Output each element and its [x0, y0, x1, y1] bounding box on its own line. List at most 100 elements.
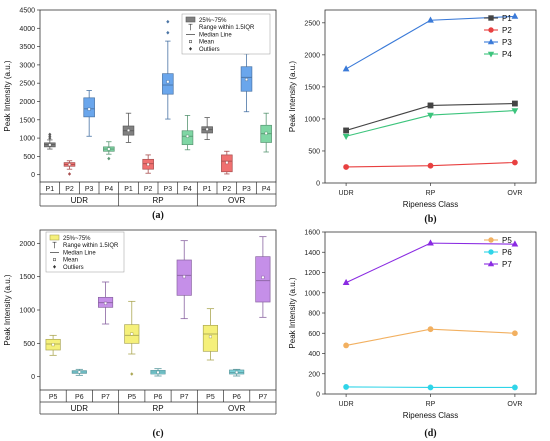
category-label: P5: [127, 394, 136, 401]
outlier-point: [130, 372, 134, 376]
x-tick-label: OVR: [507, 401, 522, 408]
y-axis-label: Peak Intensity (a.u.): [3, 274, 12, 345]
y-tick-label: 400: [308, 351, 320, 358]
x-tick-label: RP: [426, 401, 436, 408]
data-point-P5: [512, 330, 518, 337]
y-tick-label: 1600: [304, 230, 320, 237]
y-tick-label: 500: [23, 154, 35, 161]
legend-swatch-box: [49, 234, 60, 241]
outlier-point: [166, 19, 170, 24]
category-label: P5: [206, 394, 215, 401]
legend-label: P7: [502, 260, 512, 269]
legend-marker: [488, 15, 494, 21]
data-point-P1: [427, 102, 434, 109]
data-point-P5: [427, 326, 434, 333]
legend-swatch-box: [185, 16, 196, 23]
mean-marker: [185, 134, 190, 138]
box-OVR-P7: [255, 256, 271, 303]
group-label: UDR: [71, 196, 89, 205]
data-point-P3: [342, 65, 350, 72]
legend-label: Median Line: [63, 250, 96, 256]
legend-label: P1: [502, 14, 512, 23]
outlier-point: [48, 132, 52, 137]
y-tick-label: 1000: [19, 136, 35, 143]
y-tick-label: 800: [308, 311, 320, 318]
legend-label: Range within 1.5IQR: [63, 243, 119, 249]
mean-marker: [261, 275, 265, 279]
data-point-P5: [343, 342, 349, 349]
outlier-point: [166, 30, 170, 35]
y-tick-label: 2500: [19, 81, 35, 88]
mean-marker: [264, 131, 268, 135]
group-label: UDR: [71, 404, 89, 413]
data-point-P4: [511, 108, 519, 115]
legend-swatch-outlier: [189, 47, 192, 51]
x-tick-label: RP: [426, 190, 436, 197]
y-tick-label: 0: [31, 172, 35, 179]
legend-swatch-outlier: [53, 265, 56, 269]
legend-label: P4: [502, 50, 512, 59]
category-label: P7: [259, 394, 268, 401]
y-tick-label: 1500: [19, 117, 35, 124]
category-label: P6: [232, 394, 241, 401]
y-tick-label: 2000: [19, 99, 35, 106]
mean-marker: [107, 147, 111, 151]
data-point-P7: [511, 240, 519, 247]
legend-marker: [487, 260, 495, 267]
y-tick-label: 1500: [304, 84, 320, 91]
group-label: RP: [152, 404, 163, 413]
data-point-P2: [427, 162, 434, 169]
x-tick-label: OVR: [507, 190, 522, 197]
data-point-P1: [511, 100, 518, 107]
legend-swatch-mean: [53, 258, 56, 262]
category-label: P6: [154, 394, 163, 401]
category-label: P2: [65, 186, 74, 193]
category-label: P5: [49, 394, 58, 401]
box-RP-P3: [162, 73, 174, 95]
legend-label: P5: [502, 236, 512, 245]
x-tick-label: UDR: [339, 401, 354, 408]
category-label: P4: [183, 186, 192, 193]
series-line-P7: [345, 242, 515, 284]
outlier-point: [48, 136, 52, 140]
category-label: P3: [242, 186, 251, 193]
mean-marker: [51, 343, 55, 347]
legend-label: Mean: [199, 40, 214, 46]
data-point-P2: [343, 164, 349, 170]
mean-marker: [77, 370, 81, 374]
group-label: OVR: [228, 404, 246, 413]
outlier-point: [107, 156, 111, 161]
data-point-P6: [427, 384, 434, 391]
y-tick-label: 2000: [304, 52, 320, 59]
x-axis-label: Ripeness Class: [403, 411, 459, 420]
y-tick-label: 4500: [19, 8, 35, 15]
category-label: P3: [85, 186, 94, 193]
legend-label: Outliers: [63, 265, 84, 271]
mean-marker: [235, 370, 239, 374]
legend-label: Mean: [63, 258, 78, 264]
category-label: P1: [203, 186, 212, 193]
mean-marker: [48, 143, 52, 147]
data-point-P1: [343, 127, 349, 134]
data-point-P6: [512, 384, 518, 391]
data-point-P3: [427, 16, 434, 23]
legend-label: Range within 1.5IQR: [199, 25, 255, 31]
legend-marker: [487, 38, 495, 45]
mean-marker: [244, 77, 249, 82]
category-label: P7: [180, 394, 189, 401]
legend-marker: [488, 27, 494, 33]
legend-label: Outliers: [199, 47, 220, 53]
y-axis-label: Peak Intensity (a.u.): [288, 277, 297, 348]
panel-label-b: (b): [424, 214, 436, 225]
y-tick-label: 0: [316, 181, 320, 188]
y-tick-label: 1400: [304, 250, 320, 257]
mean-marker: [130, 332, 134, 336]
legend-label: P2: [502, 26, 512, 35]
panel-label-c: (c): [152, 428, 163, 439]
legend-label: Median Line: [199, 32, 232, 38]
data-point-P3: [511, 12, 519, 19]
category-label: P1: [124, 186, 133, 193]
data-point-P7: [427, 239, 434, 246]
mean-marker: [156, 370, 160, 374]
panel-label-a: (a): [152, 210, 164, 221]
